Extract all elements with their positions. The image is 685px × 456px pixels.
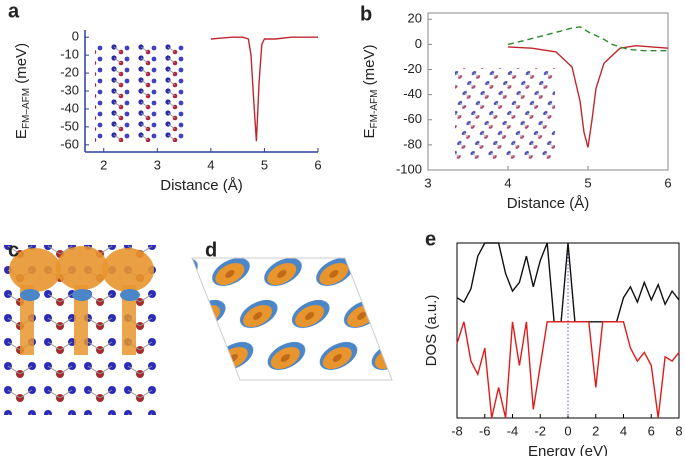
y-tick-label: 20 [408,11,422,26]
x-tick-label: 6 [648,423,655,438]
x-tick-label: 4 [207,157,214,172]
x-tick-label: -6 [479,423,491,438]
x-tick-label: 4 [504,175,511,190]
y-tick-label: -40 [60,100,79,115]
panel-label: e [425,228,436,250]
y-tick-label: -40 [403,86,422,101]
y-tick-label: 0 [415,36,422,51]
structure-inset-a [95,44,185,142]
panel-label: c [8,239,19,261]
y-label-unit: (meV) [13,43,30,88]
y-tick-label: -30 [60,82,79,97]
y-label-symbol: E [361,128,378,138]
x-tick-label: -4 [507,423,519,438]
x-tick-label: 3 [154,157,161,172]
x-tick-label: 6 [314,157,321,172]
y-label-subscript: FM-AFM [369,90,380,129]
y-axis-label: EFM-AFM (meV) [361,45,380,139]
x-axis-label: Energy (eV) [528,443,608,456]
x-tick-label: 4 [620,423,627,438]
x-tick-label: -8 [451,423,463,438]
y-label-subscript: FM–AFM [21,88,32,129]
x-tick-label: 5 [584,175,591,190]
y-tick-label: -100 [396,161,422,176]
y-tick-label: 0 [72,29,79,44]
series-line [507,44,669,148]
y-tick-label: -80 [403,136,422,151]
x-tick-label: 6 [664,175,671,190]
y-label-unit: (meV) [361,45,378,90]
x-tick-label: 2 [100,157,107,172]
series-line [210,36,318,142]
y-tick-label: -20 [403,61,422,76]
panel-label: d [205,239,217,261]
x-tick-label: 2 [592,423,599,438]
y-tick-label: -50 [60,118,79,133]
y-tick-label: -60 [403,111,422,126]
y-axis-label: DOS (a.u.) [423,295,440,367]
series-line [456,321,680,419]
series-line [507,26,668,52]
panel-label: b [360,3,372,25]
x-tick-label: 8 [675,423,682,438]
x-axis-label: Distance (Å) [160,177,243,194]
x-axis-label: Distance (Å) [507,195,590,212]
y-label-symbol: E [13,129,30,139]
x-tick-label: 3 [424,175,431,190]
panel-d-image [191,257,393,381]
series-line [456,242,680,323]
y-axis-label: EFM–AFM (meV) [13,43,32,139]
panel-label: a [8,0,20,22]
y-tick-label: -10 [60,47,79,62]
x-tick-label: 5 [261,157,268,172]
x-tick-label: -2 [534,423,546,438]
structure-inset-b [455,68,555,160]
panel-c-image [0,245,160,415]
y-tick-label: -20 [60,64,79,79]
x-tick-label: 0 [564,423,571,438]
y-tick-label: -60 [60,136,79,151]
plot-frame [427,12,669,171]
